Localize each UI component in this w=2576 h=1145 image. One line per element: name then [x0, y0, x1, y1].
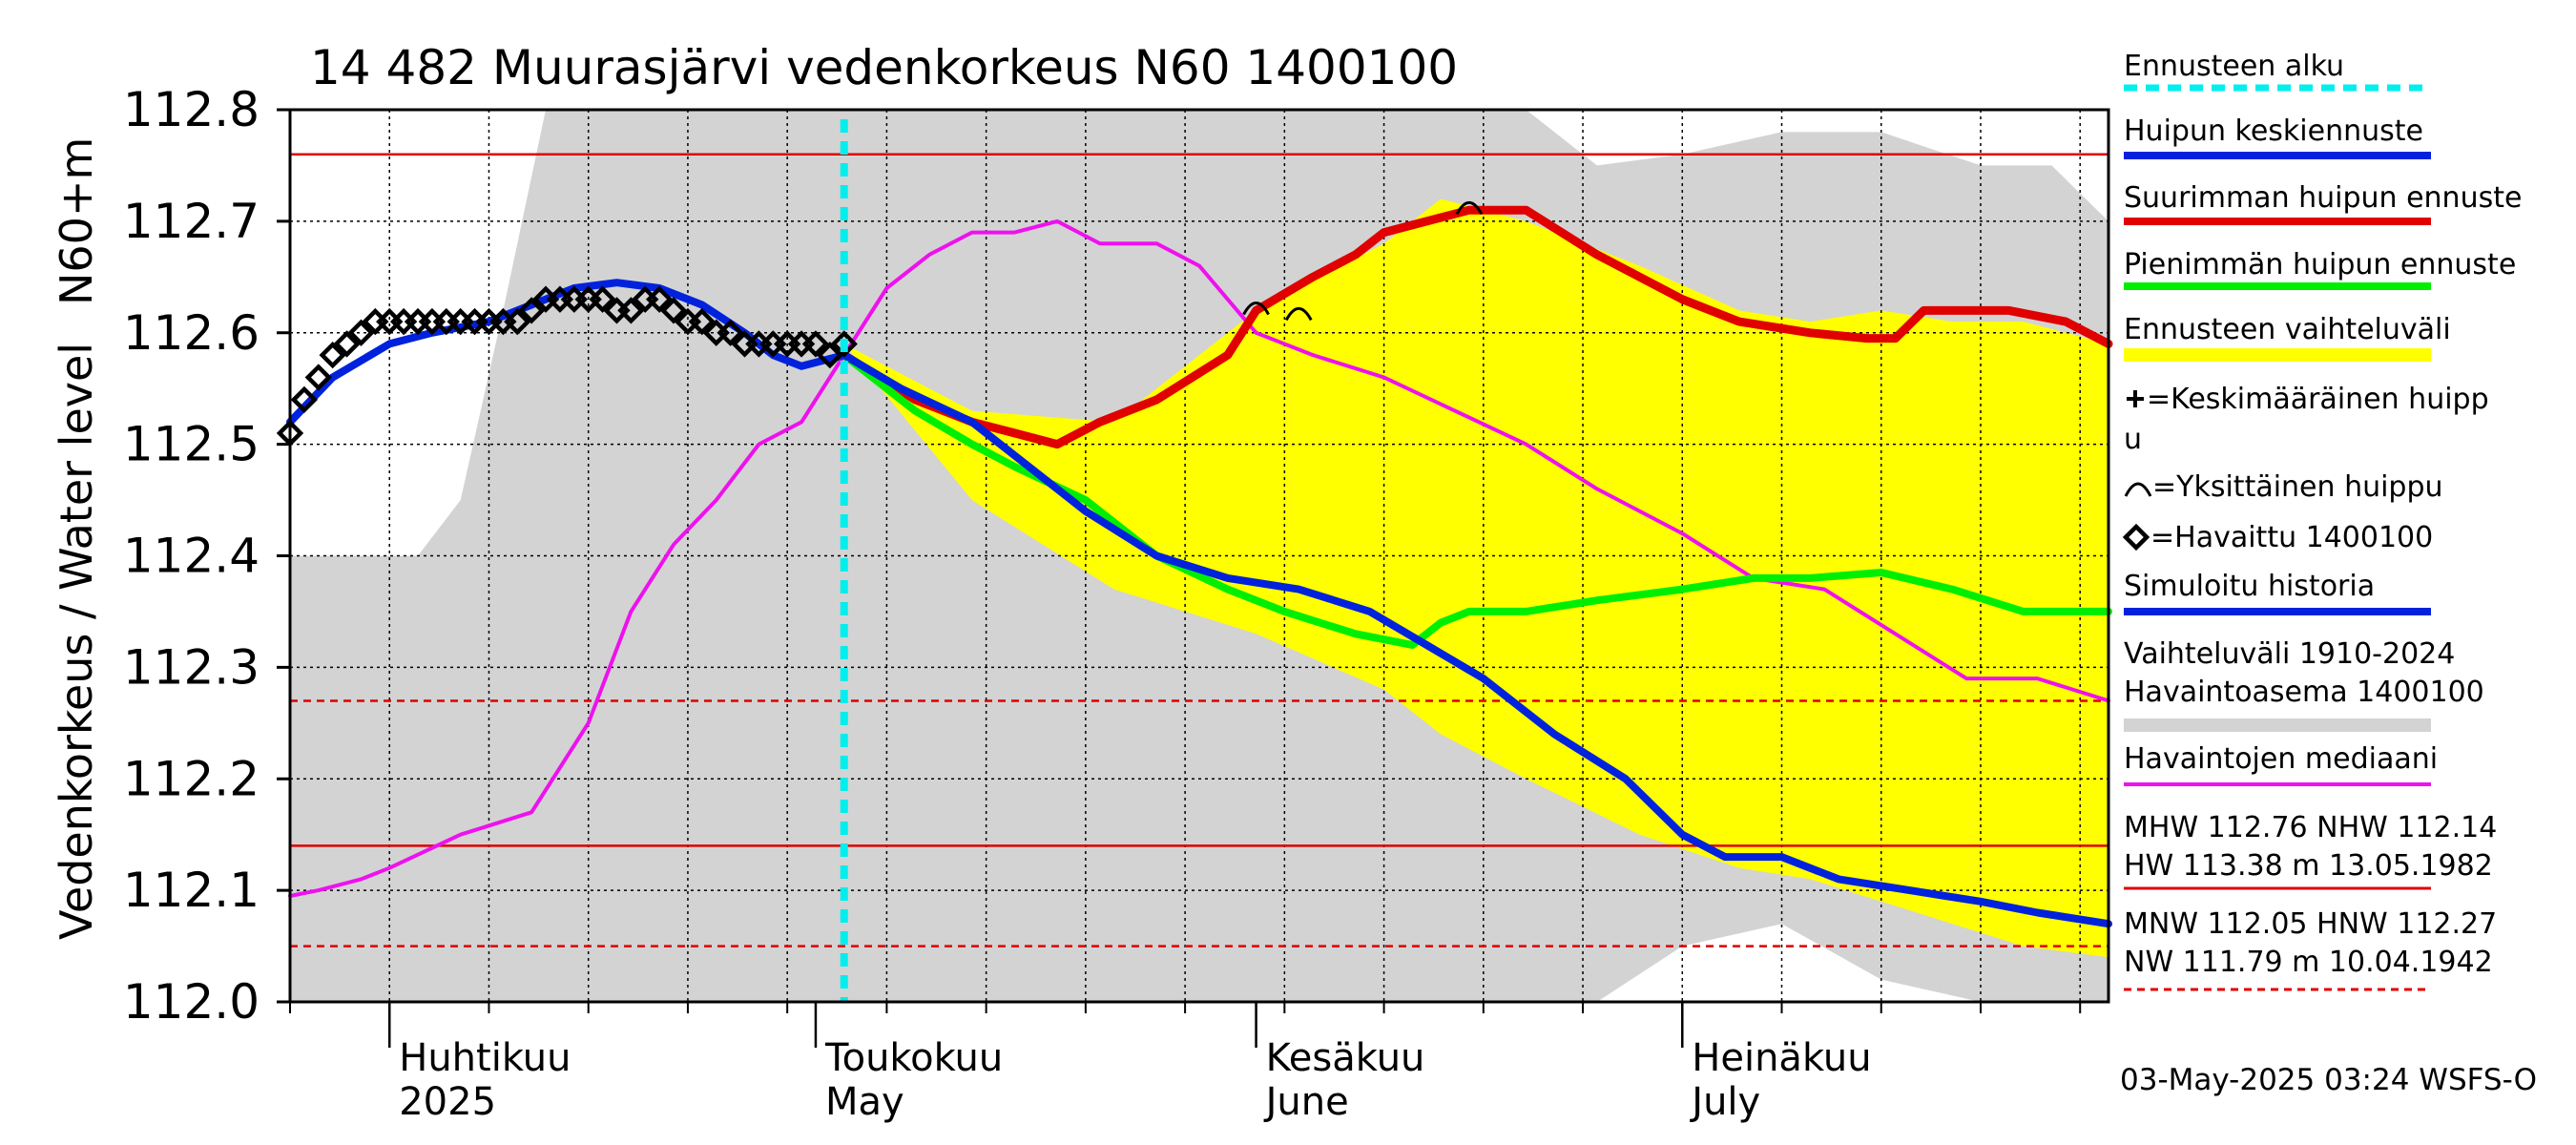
month-label-fi: Heinäkuu: [1692, 1036, 1871, 1080]
single-peak-marker: [1284, 306, 1313, 322]
legend-item-simulated: Simuloitu historia: [2124, 570, 2431, 615]
legend-swatch: [2124, 348, 2431, 362]
y-axis-unit-label: N60+m: [51, 137, 102, 305]
observed-point: [347, 319, 375, 346]
observed-point: [617, 297, 645, 324]
observed-point: [333, 330, 361, 358]
month-label-fi: Kesäkuu: [1266, 1036, 1425, 1080]
series-line-median: [288, 219, 2110, 898]
observed-point: [304, 364, 332, 391]
month-label-fi: Toukokuu: [824, 1036, 1003, 1080]
observed-point: [830, 330, 858, 358]
legend-label: Simuloitu historia: [2124, 570, 2375, 603]
legend-item-observed: =Havaittu 1400100: [2122, 521, 2433, 554]
observed-point: [290, 385, 319, 414]
y-tick-label: 112.2: [123, 751, 260, 806]
legend-item-historical_range: Vaihteluväli 1910-2024 Havaintoasema 140…: [2124, 637, 2484, 732]
legend-item-mean_peak_marker: =Keskimääräinen huippu: [2124, 383, 2489, 456]
observed-point: [688, 307, 717, 336]
y-tick-label: 112.0: [123, 974, 260, 1030]
y-tick-label: 112.8: [123, 82, 260, 137]
series-line-max_peak: [840, 205, 2113, 449]
legend-label: =Yksittäinen huippu: [2152, 470, 2443, 504]
legend: Ennusteen alku Huipun keskiennuste Suurimm…: [2122, 50, 2522, 991]
legend-label-line2: NW 111.79 m 10.04.1942: [2124, 946, 2493, 979]
legend-label: Havaintojen mediaani: [2124, 742, 2438, 776]
observed-point: [319, 341, 346, 369]
legend-label-line2: HW 113.38 m 13.05.1982: [2124, 849, 2493, 883]
plot-area: [276, 108, 2113, 1004]
observed-point: [589, 285, 616, 313]
month-label-en: May: [825, 1080, 904, 1124]
observed-point: [645, 285, 674, 313]
legend-label: Suurimman huipun ennuste: [2124, 181, 2522, 215]
legend-label: Vaihteluväli 1910-2024: [2124, 637, 2455, 671]
legend-label: MHW 112.76 NHW 112.14: [2124, 811, 2497, 844]
legend-label-line2: u: [2124, 423, 2142, 456]
month-label-en: June: [1263, 1080, 1349, 1124]
forecast-range-band: [843, 198, 2109, 958]
legend-label: =Havaittu 1400100: [2150, 521, 2433, 554]
observed-point: [659, 297, 688, 324]
legend-item-mnw: MNW 112.05 HNW 112.27 NW 111.79 m 10.04.1…: [2124, 907, 2497, 991]
single-peak-marker: [1455, 200, 1484, 216]
legend-label: Pienimmän huipun ennuste: [2124, 248, 2516, 281]
observed-point: [504, 307, 531, 336]
chart-title: 14 482 Muurasjärvi vedenkorkeus N60 1400…: [310, 40, 1458, 95]
legend-label: Ennusteen alku: [2124, 50, 2344, 83]
legend-label-line2: Havaintoasema 1400100: [2124, 676, 2484, 709]
observed-point: [517, 297, 546, 324]
y-tick-label: 112.5: [123, 417, 260, 472]
y-axis-label: Vedenkorkeus / Water level: [51, 343, 102, 940]
y-tick-label: 112.3: [123, 639, 260, 695]
legend-item-single_peak: =Yksittäinen huippu: [2124, 470, 2443, 504]
month-label-en: July: [1689, 1080, 1760, 1124]
month-label-en: 2025: [399, 1080, 496, 1124]
legend-swatch: [2124, 718, 2431, 732]
legend-item-max_peak: Suurimman huipun ennuste: [2124, 181, 2522, 225]
y-tick-label: 112.7: [123, 194, 260, 249]
legend-item-forecast_start: Ennusteen alku: [2124, 50, 2431, 92]
legend-label: MNW 112.05 HNW 112.27: [2124, 907, 2497, 941]
y-tick-label: 112.1: [123, 863, 260, 918]
observed-point: [717, 319, 744, 346]
arc-icon: [2124, 482, 2152, 497]
legend-item-mhw: MHW 112.76 NHW 112.14 HW 113.38 m 13.05.1…: [2124, 811, 2497, 890]
legend-item-forecast_range: Ennusteen vaihteluväli: [2124, 313, 2451, 362]
legend-item-median: Havaintojen mediaani: [2124, 742, 2438, 786]
observed-point: [801, 330, 830, 358]
observed-markers: [276, 285, 858, 448]
legend-label: Ennusteen vaihteluväli: [2124, 313, 2451, 346]
footer-timestamp: 03-May-2025 03:24 WSFS-O: [2120, 1063, 2537, 1097]
single-peak-marker: [1242, 302, 1270, 316]
y-tick-label: 112.4: [123, 529, 260, 584]
diamond-icon: [2122, 523, 2150, 552]
legend-item-mean_peak: Huipun keskiennuste: [2124, 114, 2431, 159]
legend-label: =Keskimääräinen huipp: [2147, 383, 2489, 416]
month-label-fi: Huhtikuu: [399, 1036, 571, 1080]
legend-label: Huipun keskiennuste: [2124, 114, 2423, 148]
legend-item-min_peak: Pienimmän huipun ennuste: [2124, 248, 2516, 290]
observed-point: [816, 341, 844, 369]
y-tick-label: 112.6: [123, 305, 260, 361]
